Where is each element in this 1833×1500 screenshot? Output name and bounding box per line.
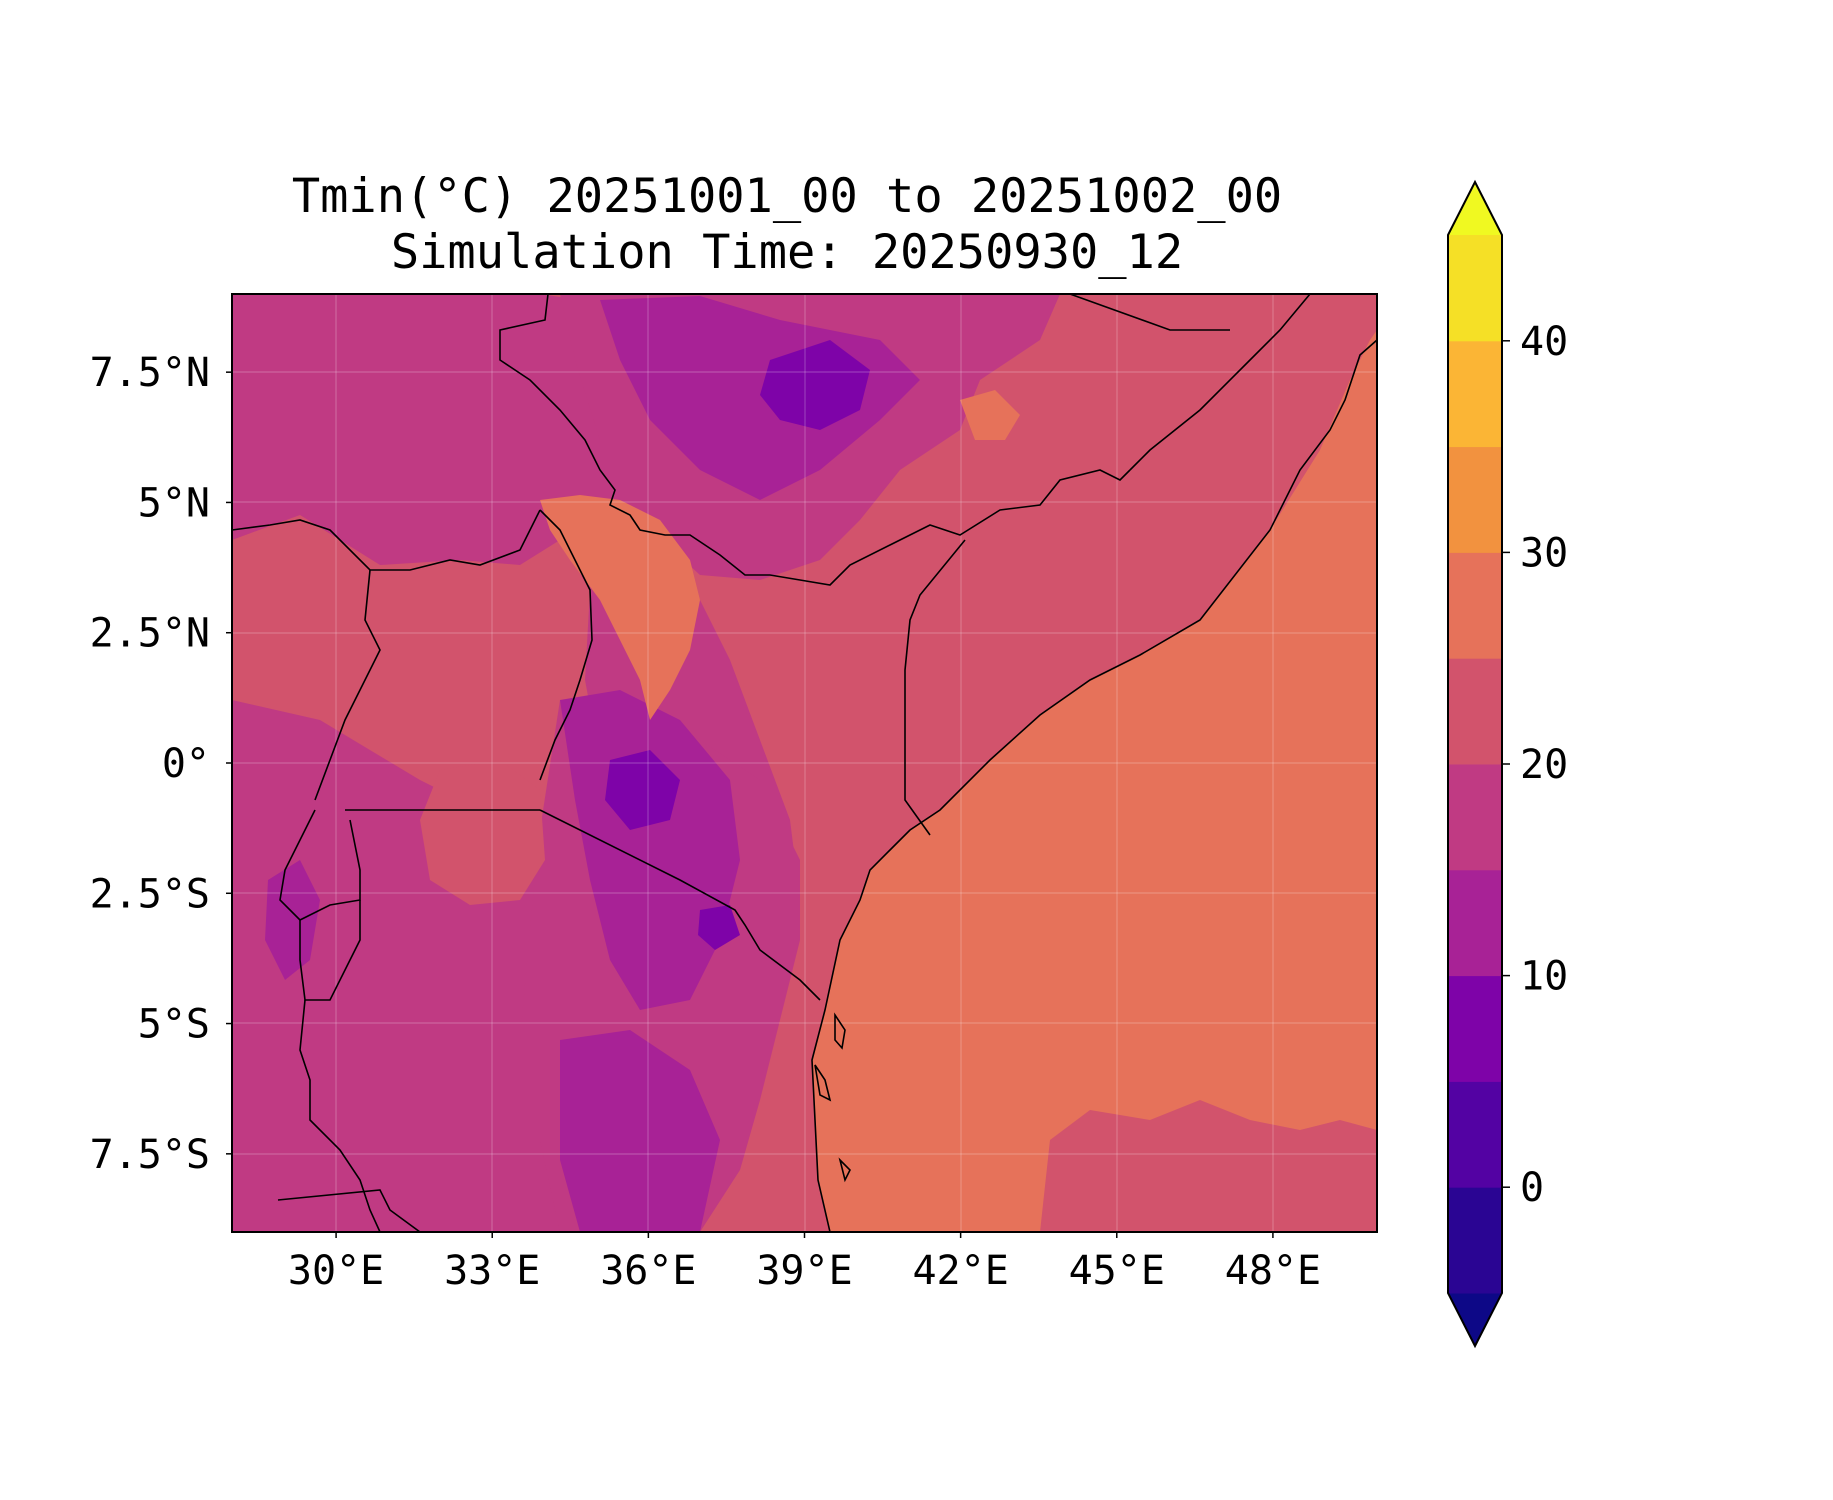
contour-southern-highlands-10-15 bbox=[560, 1030, 720, 1232]
border-somaliland bbox=[1069, 294, 1230, 331]
lon-axis: 30°E 33°E 36°E 39°E 42°E 45°E 48°E bbox=[288, 1232, 1321, 1294]
lat-tick-label: 7.5°N bbox=[90, 350, 210, 396]
colorbar-tick-label: 0 bbox=[1520, 1165, 1544, 1211]
lon-tick-label: 42°E bbox=[912, 1248, 1008, 1294]
lon-tick-label: 48°E bbox=[1225, 1248, 1321, 1294]
coast-pemba bbox=[838, 1157, 851, 1183]
border-south-sudan-uganda bbox=[232, 509, 541, 571]
lat-tick-label: 7.5°S bbox=[90, 1132, 210, 1178]
lat-tick-label: 0° bbox=[162, 741, 210, 787]
colorbar-segment bbox=[1448, 869, 1502, 977]
contour-rift-10-15 bbox=[560, 690, 740, 1010]
lon-tick-label: 45°E bbox=[1069, 1248, 1165, 1294]
border-kenya-tanzania bbox=[539, 809, 821, 1001]
colorbar: 0 10 20 30 40 bbox=[1447, 179, 1568, 1349]
temperature-contours bbox=[232, 294, 1060, 1232]
border-drc-uganda bbox=[314, 569, 381, 801]
lat-tick-label: 2.5°S bbox=[90, 871, 210, 917]
colorbar-tick-label: 10 bbox=[1520, 954, 1568, 1000]
colorbar-segment bbox=[1448, 235, 1502, 342]
contour-western-rift-10-15 bbox=[265, 860, 320, 980]
colorbar-segment bbox=[1448, 1081, 1502, 1188]
colorbar-segment bbox=[1448, 658, 1502, 765]
contour-kenya-highlands-5-10 bbox=[605, 750, 680, 830]
gridlines bbox=[232, 294, 1377, 1232]
lon-tick-label: 30°E bbox=[288, 1248, 384, 1294]
colorbar-segment bbox=[1448, 1187, 1502, 1294]
lat-tick-label: 5°N bbox=[138, 480, 210, 526]
border-burundi-tanzania bbox=[299, 900, 361, 1001]
lat-tick-label: 5°S bbox=[138, 1002, 210, 1048]
contour-ethiopia-5-10 bbox=[760, 340, 870, 430]
colorbar-segment bbox=[1448, 340, 1502, 448]
border-uganda-kenya bbox=[539, 509, 593, 781]
contour-ethiopia-warm-25-30 bbox=[960, 390, 1020, 440]
indian-ocean bbox=[812, 294, 1377, 1232]
lon-tick-label: 33°E bbox=[444, 1248, 540, 1294]
colorbar-segment bbox=[1448, 552, 1502, 659]
colorbar-tick-label: 30 bbox=[1520, 530, 1568, 576]
coast-mafia bbox=[814, 1064, 832, 1102]
colorbar-tick-label: 20 bbox=[1520, 742, 1568, 788]
map-title-line2: Simulation Time: 20250930_12 bbox=[391, 225, 1183, 280]
border-kenya-somalia bbox=[904, 539, 966, 836]
colorbar-segment bbox=[1448, 764, 1502, 871]
colorbar-segment bbox=[1448, 975, 1502, 1082]
map-title-line1: Tmin(°C) 20251001_00 to 20251002_00 bbox=[292, 169, 1282, 224]
lon-tick-label: 39°E bbox=[756, 1248, 852, 1294]
colorbar-outline bbox=[1447, 179, 1503, 1349]
borders bbox=[232, 294, 1377, 1232]
lat-tick-label: 2.5°N bbox=[90, 611, 210, 657]
colorbar-over-triangle bbox=[1448, 182, 1502, 235]
contour-tanzania-5-10 bbox=[698, 905, 740, 950]
border-ethiopia-somalia bbox=[1129, 294, 1311, 471]
lon-tick-label: 36°E bbox=[600, 1248, 696, 1294]
colorbar-under-triangle bbox=[1448, 1293, 1502, 1346]
coastline bbox=[811, 339, 1377, 1232]
border-south-west bbox=[277, 1189, 421, 1232]
ocean-south-patch bbox=[1040, 1100, 1377, 1232]
contour-ethiopia-10-15 bbox=[600, 296, 920, 500]
border-south-sudan-ethiopia bbox=[499, 294, 1131, 586]
coast-zanzibar bbox=[834, 1012, 846, 1050]
colorbar-segment bbox=[1448, 446, 1502, 553]
contour-victoria-25-30 bbox=[420, 760, 545, 905]
contour-turkana-25-30 bbox=[540, 495, 700, 720]
border-lake-tanganyika bbox=[299, 999, 381, 1232]
map-panel: 30°E 33°E 36°E 39°E 42°E 45°E 48°E 7.5°N 5°N 2.5… bbox=[90, 293, 1378, 1294]
lat-axis: 7.5°N 5°N 2.5°N 0° 2.5°S 5°S 7.5°S bbox=[90, 350, 232, 1178]
colorbar-tick-label: 40 bbox=[1520, 319, 1568, 365]
